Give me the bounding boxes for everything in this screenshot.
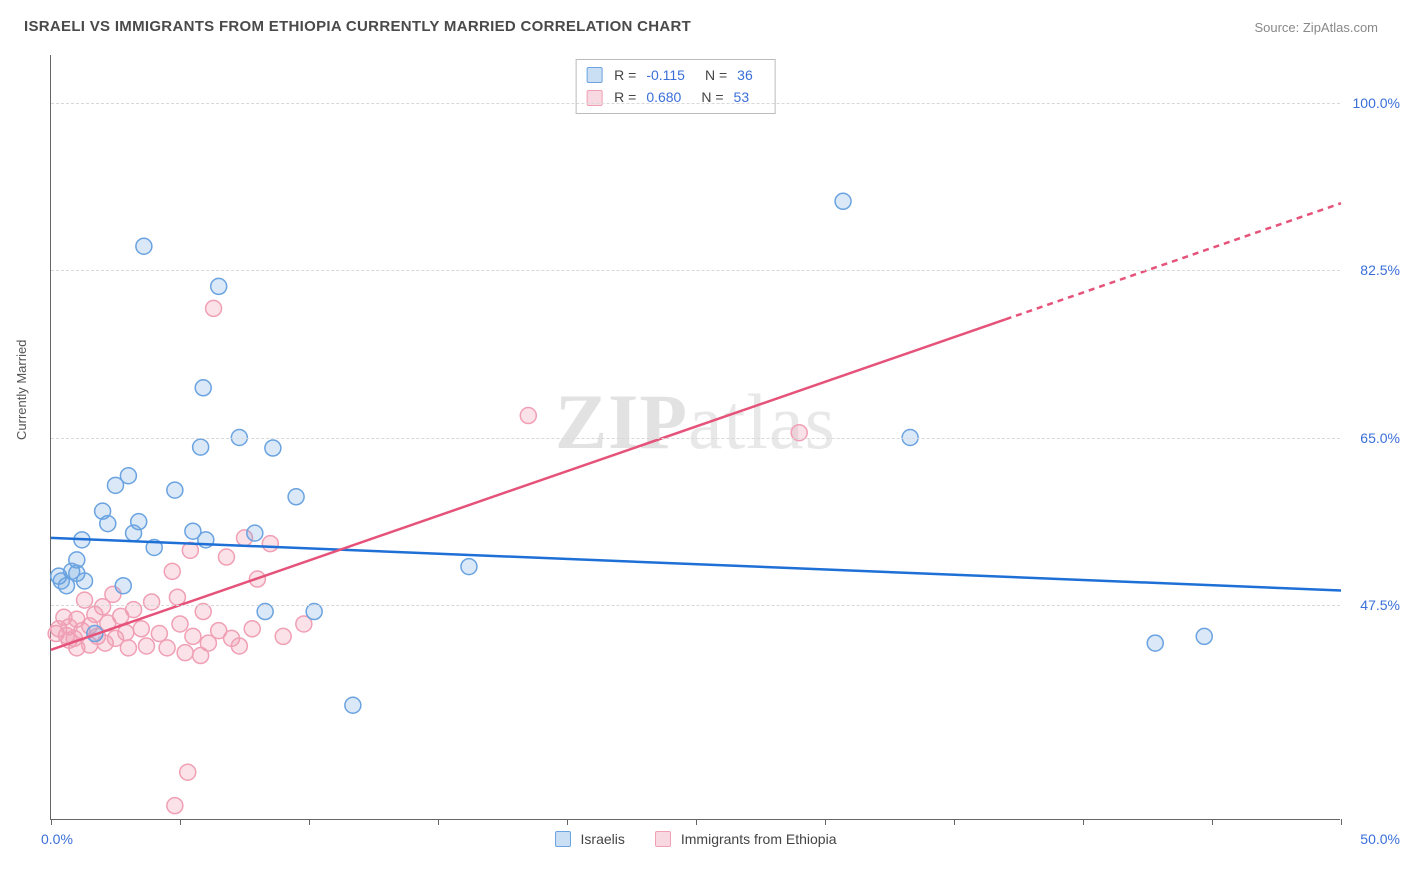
data-point xyxy=(835,193,851,209)
n-label-pink: N = xyxy=(701,86,723,108)
chart-title: ISRAELI VS IMMIGRANTS FROM ETHIOPIA CURR… xyxy=(24,18,691,35)
data-point xyxy=(120,468,136,484)
x-axis-min-label: 0.0% xyxy=(41,831,73,847)
data-point xyxy=(177,645,193,661)
data-point xyxy=(167,482,183,498)
data-point xyxy=(1147,635,1163,651)
gridline-h xyxy=(51,103,1340,104)
gridline-h xyxy=(51,605,1340,606)
data-point xyxy=(231,638,247,654)
data-point xyxy=(180,764,196,780)
correlation-legend: R = -0.115 N = 36 R = 0.680 N = 53 xyxy=(575,59,776,114)
regression-line xyxy=(1006,203,1341,319)
x-tick xyxy=(180,819,181,825)
gridline-h xyxy=(51,438,1340,439)
data-point xyxy=(151,626,167,642)
data-point xyxy=(306,604,322,620)
x-tick xyxy=(696,819,697,825)
data-point xyxy=(275,628,291,644)
data-point xyxy=(520,408,536,424)
data-point xyxy=(461,559,477,575)
data-point xyxy=(257,604,273,620)
x-tick xyxy=(567,819,568,825)
data-point xyxy=(131,514,147,530)
source-attribution: Source: ZipAtlas.com xyxy=(1254,20,1378,35)
legend-row-pink: R = 0.680 N = 53 xyxy=(586,86,765,108)
x-axis-max-label: 50.0% xyxy=(1360,831,1400,847)
data-point xyxy=(265,440,281,456)
r-label-pink: R = xyxy=(614,86,636,108)
x-tick xyxy=(825,819,826,825)
data-point xyxy=(206,300,222,316)
y-axis-label: Currently Married xyxy=(14,340,29,440)
legend-item-pink: Immigrants from Ethiopia xyxy=(655,831,837,847)
regression-line xyxy=(51,319,1006,649)
data-point xyxy=(247,525,263,541)
data-point xyxy=(262,536,278,552)
data-point xyxy=(115,578,131,594)
r-value-blue: -0.115 xyxy=(646,64,685,86)
x-tick xyxy=(51,819,52,825)
data-point xyxy=(172,616,188,632)
legend-row-blue: R = -0.115 N = 36 xyxy=(586,64,765,86)
y-tick-label: 82.5% xyxy=(1345,262,1400,278)
data-point xyxy=(195,380,211,396)
n-value-blue: 36 xyxy=(737,64,753,86)
y-tick-label: 100.0% xyxy=(1345,95,1400,111)
r-value-pink: 0.680 xyxy=(646,86,681,108)
data-point xyxy=(144,594,160,610)
data-point xyxy=(138,638,154,654)
y-tick-label: 65.0% xyxy=(1345,430,1400,446)
r-label-blue: R = xyxy=(614,64,636,86)
gridline-h xyxy=(51,270,1340,271)
x-tick xyxy=(1341,819,1342,825)
data-point xyxy=(288,489,304,505)
data-point xyxy=(1196,628,1212,644)
data-point xyxy=(159,640,175,656)
legend-label-blue: Israelis xyxy=(581,831,625,847)
data-point xyxy=(195,604,211,620)
data-point xyxy=(100,516,116,532)
x-tick xyxy=(309,819,310,825)
data-point xyxy=(133,621,149,637)
data-point xyxy=(77,573,93,589)
data-point xyxy=(164,563,180,579)
series-legend: Israelis Immigrants from Ethiopia xyxy=(555,831,837,847)
n-label-blue: N = xyxy=(705,64,727,86)
swatch-blue-icon xyxy=(586,67,602,83)
data-point xyxy=(244,621,260,637)
data-point xyxy=(185,628,201,644)
data-point xyxy=(218,549,234,565)
data-point xyxy=(193,439,209,455)
data-point xyxy=(211,278,227,294)
n-value-pink: 53 xyxy=(734,86,750,108)
x-tick xyxy=(1212,819,1213,825)
x-tick xyxy=(954,819,955,825)
data-point xyxy=(136,238,152,254)
data-point xyxy=(345,697,361,713)
swatch-pink-icon xyxy=(655,831,671,847)
legend-label-pink: Immigrants from Ethiopia xyxy=(681,831,837,847)
x-tick xyxy=(1083,819,1084,825)
x-tick xyxy=(438,819,439,825)
data-point xyxy=(167,798,183,814)
y-tick-label: 47.5% xyxy=(1345,597,1400,613)
legend-item-blue: Israelis xyxy=(555,831,625,847)
chart-plot-area: ZIPatlas R = -0.115 N = 36 R = 0.680 N =… xyxy=(50,55,1340,820)
data-point xyxy=(120,640,136,656)
swatch-blue-icon xyxy=(555,831,571,847)
